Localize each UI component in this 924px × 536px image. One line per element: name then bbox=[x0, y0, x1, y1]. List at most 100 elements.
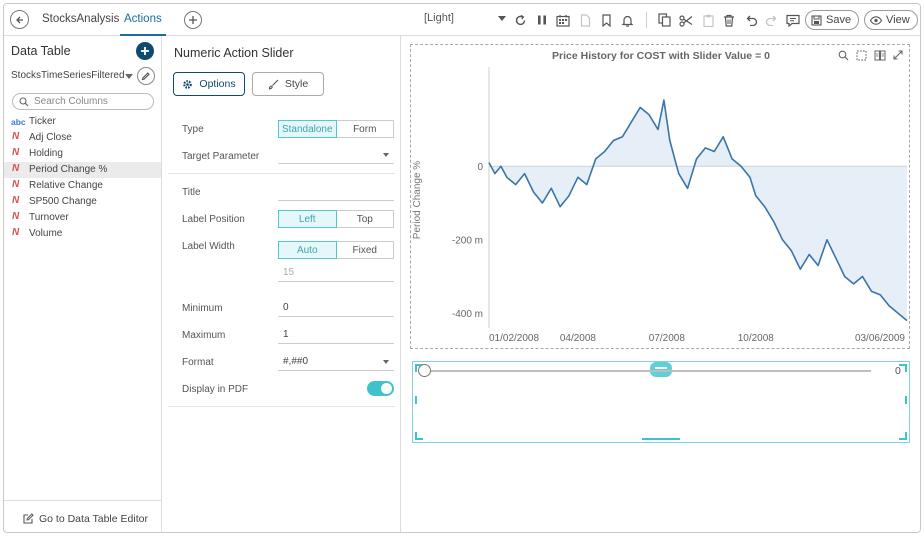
label-width-auto-option[interactable]: Auto bbox=[278, 241, 337, 259]
numeric-type-icon: N bbox=[12, 131, 20, 142]
resize-handle-bottom-left[interactable] bbox=[415, 432, 423, 440]
x-tick-label: 07/2008 bbox=[649, 333, 686, 344]
column-list: abc Ticker N Adj Close N Holding N Period Chang… bbox=[4, 114, 161, 242]
toolbar-divider bbox=[646, 12, 647, 28]
slider-thumb[interactable] bbox=[418, 364, 431, 377]
resize-handle-right[interactable] bbox=[905, 396, 907, 404]
export-icon[interactable] bbox=[874, 50, 886, 61]
plus-icon bbox=[141, 47, 149, 55]
column-label: Adj Close bbox=[29, 132, 72, 143]
gear-icon bbox=[183, 79, 193, 89]
resize-handle-top-right[interactable] bbox=[899, 364, 907, 372]
undo-icon[interactable] bbox=[743, 12, 759, 28]
minimum-input[interactable]: 0 bbox=[278, 299, 394, 317]
bell-icon[interactable] bbox=[619, 12, 635, 28]
column-item[interactable]: N Adj Close bbox=[4, 130, 161, 146]
tab-style-label: Style bbox=[284, 78, 309, 90]
format-select[interactable]: #,##0 bbox=[278, 353, 394, 371]
back-button[interactable] bbox=[10, 10, 29, 29]
numeric-type-icon: N bbox=[12, 179, 20, 190]
text-type-icon: abc bbox=[11, 117, 26, 127]
column-item[interactable]: N Period Change % bbox=[4, 162, 161, 178]
series-line bbox=[488, 99, 908, 322]
chevron-down-icon[interactable] bbox=[125, 74, 133, 79]
x-tick-label: 01/02/2008 bbox=[489, 333, 539, 344]
column-item[interactable]: N Turnover bbox=[4, 210, 161, 226]
canvas-area: Price History for COST with Slider Value… bbox=[402, 36, 920, 532]
x-tick-label: 10/2008 bbox=[738, 333, 775, 344]
label-width-fixed-option[interactable]: Fixed bbox=[352, 244, 377, 256]
add-data-button[interactable] bbox=[136, 42, 154, 60]
copy-icon[interactable] bbox=[656, 12, 672, 28]
brush-icon bbox=[268, 79, 279, 89]
search-icon[interactable] bbox=[838, 50, 849, 61]
display-pdf-toggle[interactable] bbox=[367, 381, 394, 396]
pause-icon[interactable] bbox=[534, 12, 550, 28]
type-toggle: Standalone Form bbox=[278, 120, 394, 138]
properties-panel: Numeric Action Slider Options Style Type… bbox=[163, 36, 401, 532]
column-item[interactable]: N Volume bbox=[4, 226, 161, 242]
column-item[interactable]: N Relative Change bbox=[4, 178, 161, 194]
options-form: Type Standalone Form Target Parameter Ti… bbox=[168, 109, 395, 407]
target-parameter-select[interactable] bbox=[278, 146, 394, 164]
tab-options[interactable]: Options bbox=[173, 72, 245, 96]
datasource-select[interactable]: StocksTimeSeriesFiltered bbox=[11, 70, 125, 81]
search-icon bbox=[19, 97, 29, 107]
cut-icon[interactable] bbox=[678, 12, 694, 28]
column-item[interactable]: N Holding bbox=[4, 146, 161, 162]
selection-icon[interactable] bbox=[856, 50, 867, 61]
format-label: Format bbox=[182, 357, 214, 368]
save-button[interactable]: Save bbox=[805, 10, 860, 30]
view-button[interactable]: View bbox=[864, 10, 918, 30]
data-table-panel: Data Table StocksTimeSeriesFiltered Sear… bbox=[4, 36, 162, 532]
label-position-left-option[interactable]: Left bbox=[278, 210, 337, 228]
search-columns-input[interactable]: Search Columns bbox=[12, 93, 154, 110]
go-to-editor-link[interactable]: Go to Data Table Editor bbox=[4, 500, 161, 532]
bookmark-icon[interactable] bbox=[598, 12, 614, 28]
title-input[interactable] bbox=[278, 183, 394, 201]
format-value: #,##0 bbox=[283, 356, 309, 367]
resize-handle-left[interactable] bbox=[415, 396, 417, 404]
column-item[interactable]: abc Ticker bbox=[4, 114, 161, 130]
expand-icon[interactable] bbox=[893, 50, 903, 60]
tab-actions[interactable]: Actions bbox=[120, 4, 166, 36]
column-label: Volume bbox=[29, 228, 63, 239]
type-form-option[interactable]: Form bbox=[353, 123, 377, 135]
add-tab-button[interactable] bbox=[184, 11, 202, 29]
label-width-label: Label Width bbox=[182, 241, 235, 252]
column-label: SP500 Change bbox=[29, 196, 97, 207]
type-standalone-option[interactable]: Standalone bbox=[278, 120, 337, 138]
numeric-type-icon: N bbox=[12, 227, 20, 238]
save-button-label: Save bbox=[826, 14, 852, 26]
snapshot-icon[interactable] bbox=[555, 12, 571, 28]
top-toolbar: StocksAnalysis Actions [Light] bbox=[4, 4, 920, 36]
chart-tools bbox=[838, 50, 903, 61]
tab-style[interactable]: Style bbox=[252, 72, 324, 96]
slider-value: 0 bbox=[895, 365, 901, 377]
trash-icon[interactable] bbox=[721, 12, 737, 28]
search-placeholder: Search Columns bbox=[34, 96, 108, 107]
type-label: Type bbox=[182, 124, 204, 135]
slider-track[interactable] bbox=[425, 370, 871, 372]
y-axis-label: Period Change % bbox=[412, 161, 423, 239]
column-item[interactable]: N SP500 Change bbox=[4, 194, 161, 210]
numeric-action-slider[interactable]: 0 bbox=[412, 361, 910, 443]
x-tick-label: 03/06/2009 bbox=[855, 333, 905, 344]
numeric-type-icon: N bbox=[12, 211, 20, 222]
label-width-input: 15 bbox=[278, 264, 394, 282]
edit-datasource-button[interactable] bbox=[137, 67, 155, 85]
label-position-top-option[interactable]: Top bbox=[356, 213, 373, 225]
refresh-icon[interactable] bbox=[512, 12, 528, 28]
pencil-icon bbox=[141, 72, 150, 81]
chart-panel[interactable]: Price History for COST with Slider Value… bbox=[410, 44, 910, 349]
tab-options-label: Options bbox=[199, 78, 236, 90]
panel-title: Data Table bbox=[11, 44, 71, 58]
theme-select[interactable]: [Light] bbox=[424, 12, 506, 28]
minimum-label: Minimum bbox=[182, 303, 223, 314]
comment-icon[interactable] bbox=[785, 12, 801, 28]
maximum-input[interactable]: 1 bbox=[278, 326, 394, 344]
tab-stocksanalysis[interactable]: StocksAnalysis bbox=[42, 13, 120, 25]
resize-handle-bottom[interactable] bbox=[642, 438, 680, 440]
resize-handle-bottom-right[interactable] bbox=[899, 432, 907, 440]
eye-icon bbox=[870, 15, 882, 25]
